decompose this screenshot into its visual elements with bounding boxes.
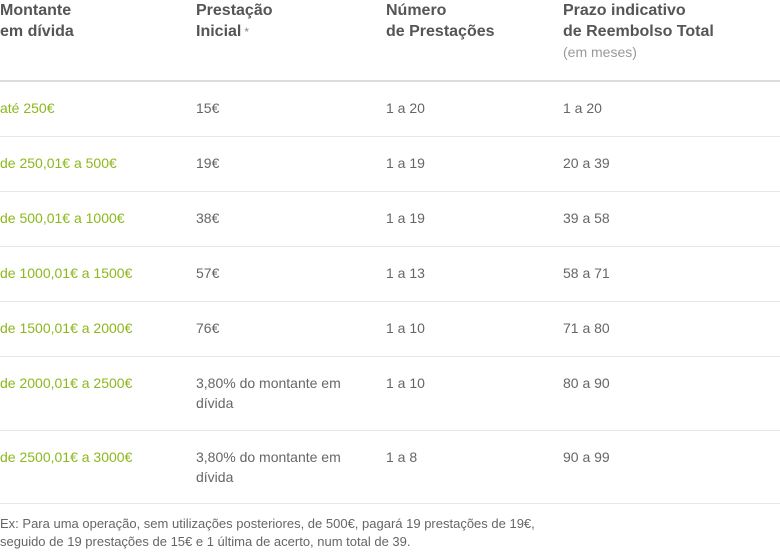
table-row: de 1000,01€ a 1500€ 57€ 1 a 13 58 a 71 [0,247,780,302]
table-row: de 1500,01€ a 2000€ 76€ 1 a 10 71 a 80 [0,302,780,357]
row-initial: 19€ [196,155,220,171]
row-installments: 1 a 19 [386,155,425,171]
row-installments: 1 a 20 [386,100,425,116]
table-row: de 250,01€ a 500€ 19€ 1 a 19 20 a 39 [0,137,780,192]
header-initial: Prestação Inicial * [196,0,273,43]
row-term: 1 a 20 [563,100,602,116]
row-initial: 3,80% do montante em dívida [196,449,341,485]
row-term: 39 a 58 [563,210,610,226]
header-installments: Número de Prestações [386,0,495,42]
footnote-line2: seguido de 19 prestações de 15€ e 1 últi… [0,534,411,549]
row-term: 80 a 90 [563,375,610,391]
row-amount: de 1500,01€ a 2000€ [0,320,133,336]
footnote: Ex: Para uma operação, sem utilizações p… [0,515,760,551]
header-initial-line1: Prestação [196,2,273,19]
header-installments-line1: Número [386,2,447,19]
table-row: de 2500,01€ a 3000€ 3,80% do montante em… [0,431,780,504]
row-initial: 3,80% do montante em dívida [196,375,341,411]
repayment-table: Montante em dívida Prestação Inicial * Nú… [0,0,780,504]
row-installments: 1 a 19 [386,210,425,226]
row-installments: 1 a 13 [386,265,425,281]
row-initial: 76€ [196,320,220,336]
table-header: Montante em dívida Prestação Inicial * Nú… [0,0,780,82]
header-term-sub: (em meses) [563,44,637,60]
table-row: de 2000,01€ a 2500€ 3,80% do montante em… [0,357,780,431]
header-term-line2: de Reembolso Total [563,23,714,40]
header-amount-line1: Montante [0,2,72,19]
row-initial: 38€ [196,210,220,226]
footnote-line1: Ex: Para uma operação, sem utilizações p… [0,516,535,531]
row-term: 71 a 80 [563,320,610,336]
header-term-line1: Prazo indicativo [563,2,686,19]
header-amount: Montante em dívida [0,0,74,42]
row-installments: 1 a 8 [386,449,418,465]
table-row: até 250€ 15€ 1 a 20 1 a 20 [0,82,780,137]
header-initial-line2: Inicial [196,23,242,40]
header-asterisk: * [244,25,250,39]
row-term: 20 a 39 [563,155,610,171]
header-term: Prazo indicativo de Reembolso Total (em … [563,0,714,62]
header-initial-line2-wrap: Inicial * [196,21,273,43]
row-term: 90 a 99 [563,449,610,465]
row-amount: de 2000,01€ a 2500€ [0,375,133,391]
row-amount: de 500,01€ a 1000€ [0,210,125,226]
row-amount: de 1000,01€ a 1500€ [0,265,133,281]
table-row: de 500,01€ a 1000€ 38€ 1 a 19 39 a 58 [0,192,780,247]
row-amount: até 250€ [0,100,55,116]
row-term: 58 a 71 [563,265,610,281]
row-initial: 57€ [196,265,220,281]
row-installments: 1 a 10 [386,320,425,336]
header-amount-line2: em dívida [0,23,74,40]
row-amount: de 2500,01€ a 3000€ [0,449,133,465]
row-amount: de 250,01€ a 500€ [0,155,117,171]
header-installments-line2: de Prestações [386,23,495,40]
row-installments: 1 a 10 [386,375,425,391]
row-initial: 15€ [196,100,220,116]
